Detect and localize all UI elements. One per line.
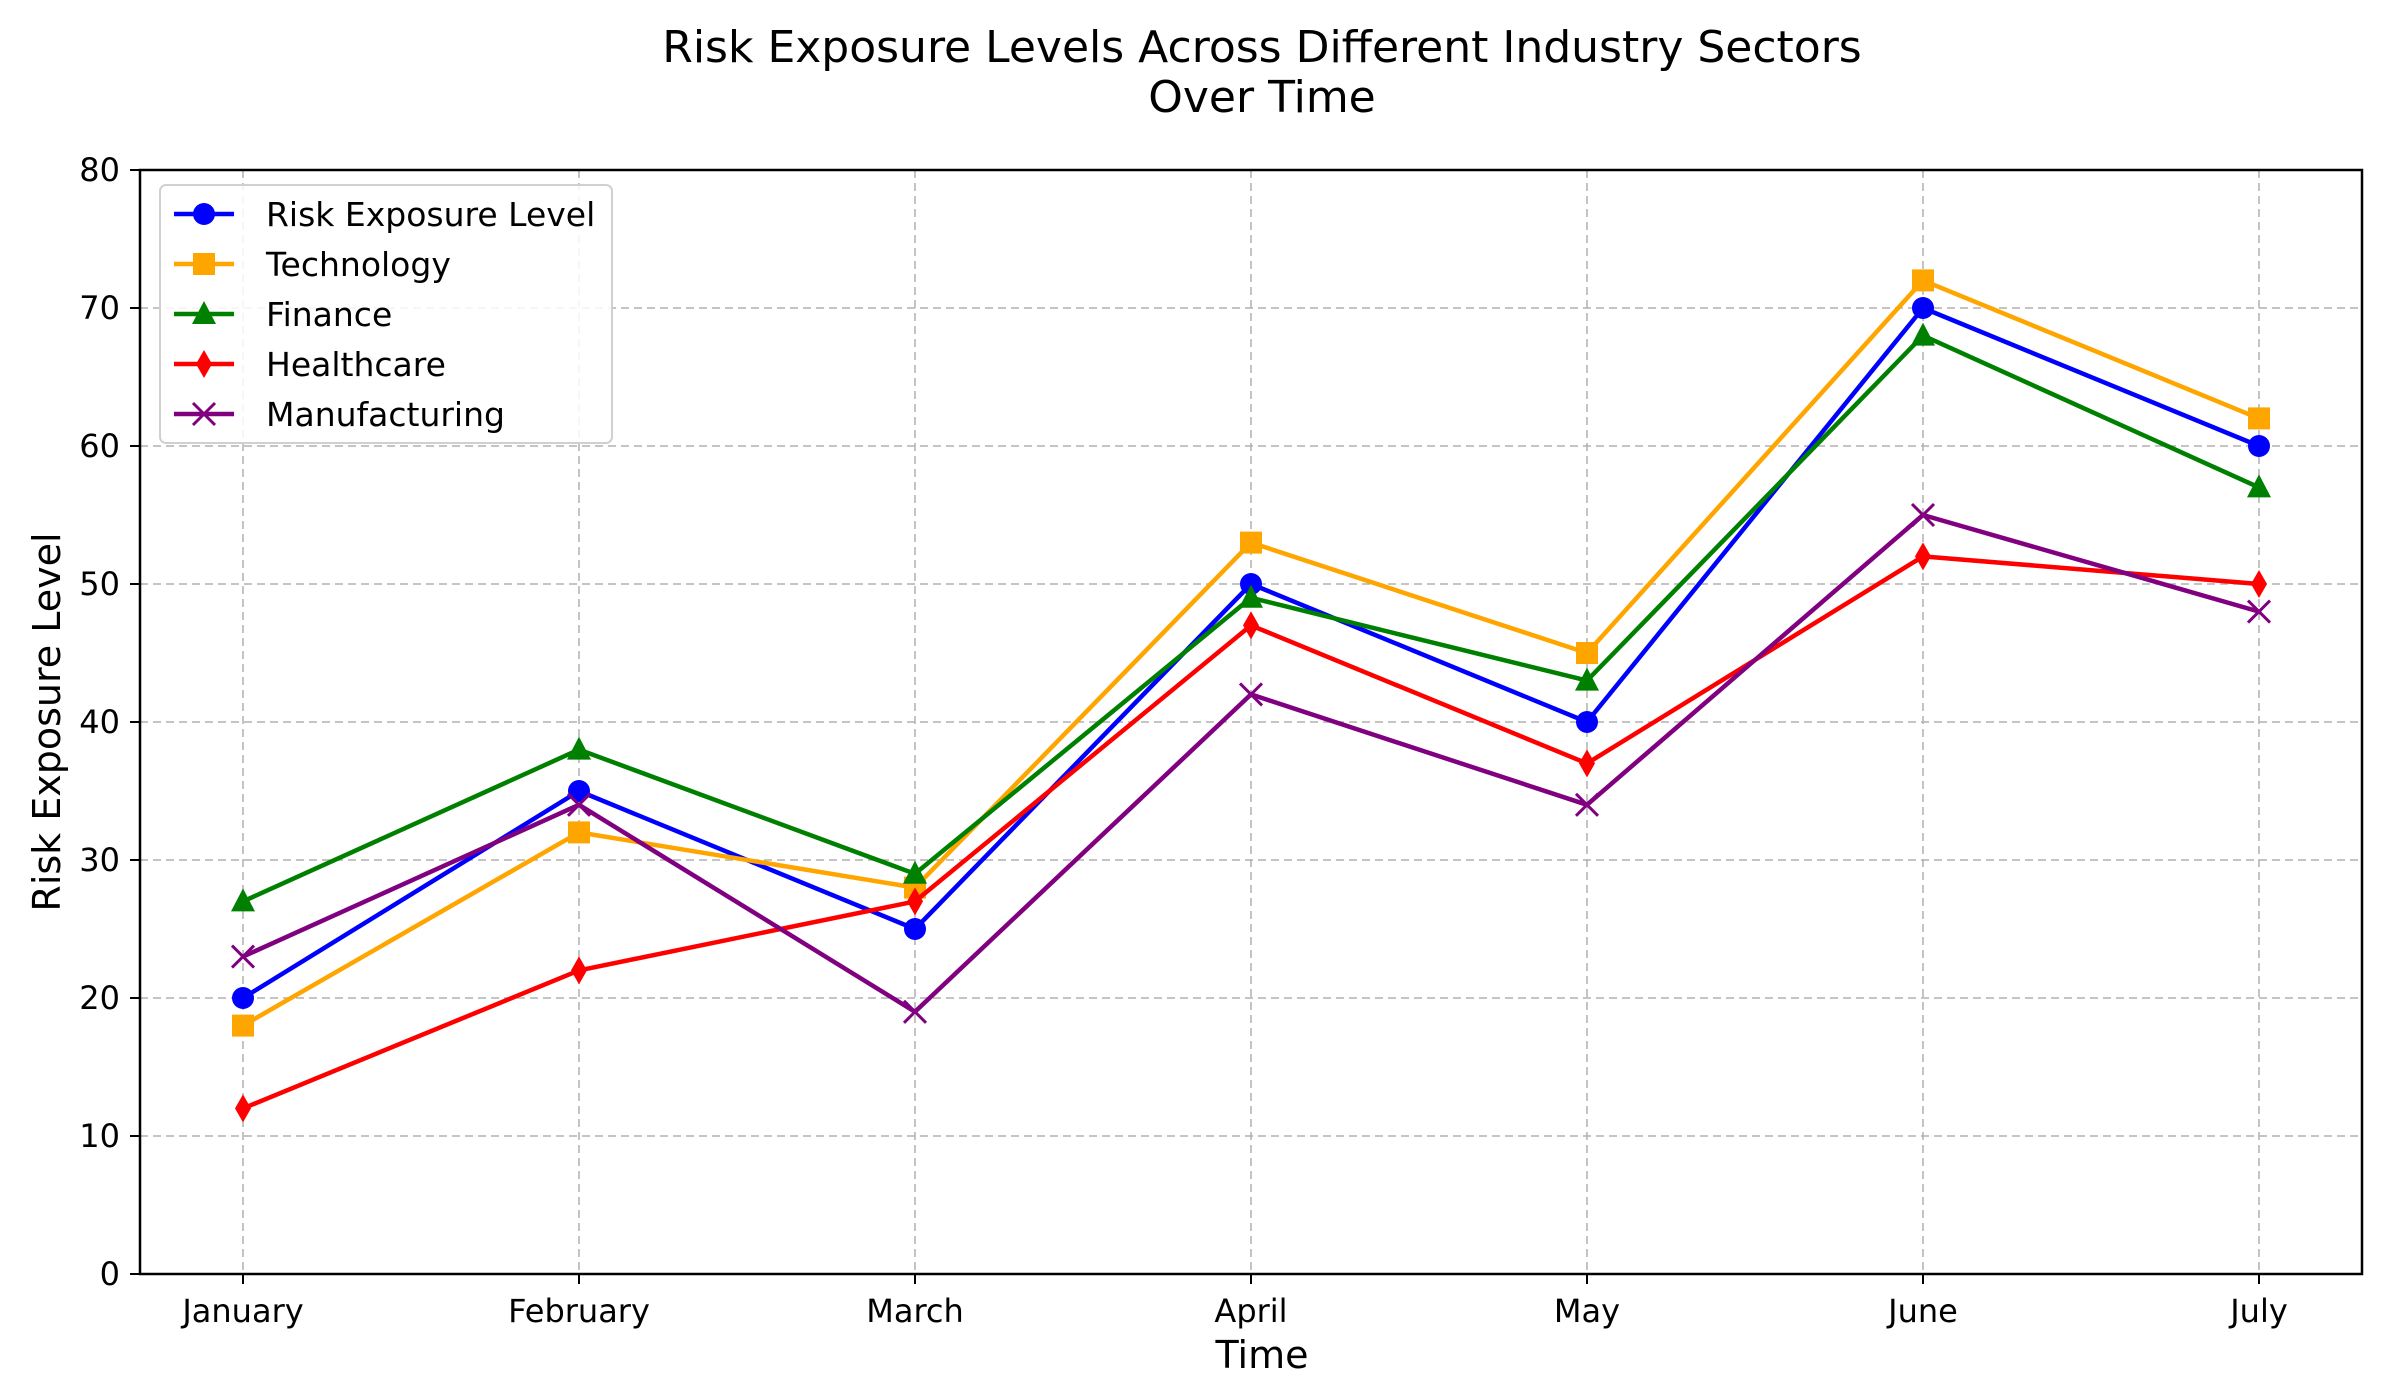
data-point-manufacturing	[566, 792, 592, 817]
data-point-finance	[567, 736, 591, 760]
legend-label-risk-exposure-level: Risk Exposure Level	[266, 195, 595, 234]
y-axis-label: Risk Exposure Level	[25, 532, 69, 911]
legend-marker-manufacturing	[191, 401, 217, 427]
x-tick-label: February	[508, 1292, 650, 1330]
x-axis-label: Time	[1215, 1333, 1309, 1377]
data-point-technology	[2248, 407, 2270, 430]
y-tick-label: 0	[100, 1255, 120, 1293]
legend-item-technology: Technology	[174, 245, 451, 284]
data-point-technology	[568, 821, 590, 844]
legend-label-manufacturing: Manufacturing	[266, 395, 505, 434]
legend-label-healthcare: Healthcare	[266, 345, 446, 384]
series-finance	[231, 322, 2271, 912]
data-point-manufacturing	[1238, 682, 1264, 707]
legend-marker-finance	[192, 301, 216, 324]
axis-ticks: January February March April May June July 0 10 2…	[79, 151, 2287, 1330]
legend-item-manufacturing: Manufacturing	[174, 395, 505, 434]
data-point-technology	[1912, 269, 1934, 292]
data-point-healthcare	[2251, 570, 2267, 598]
legend: Risk Exposure Level Technology Finance Heal…	[159, 184, 613, 444]
data-point-risk-exposure-level	[1240, 573, 1262, 595]
data-point-healthcare	[1579, 749, 1595, 778]
y-tick-label: 30	[79, 841, 120, 879]
data-point-risk-exposure-level	[568, 780, 590, 802]
legend-label-technology: Technology	[265, 245, 451, 284]
data-point-technology	[1240, 531, 1262, 554]
legend-marker-risk-exposure-level	[193, 203, 215, 225]
data-point-technology	[232, 1014, 254, 1037]
series-lines	[230, 269, 2272, 1123]
data-point-finance	[903, 860, 927, 884]
data-point-manufacturing	[1574, 792, 1600, 817]
legend-marker-technology	[193, 253, 215, 275]
data-point-manufacturing	[902, 999, 928, 1024]
data-point-healthcare	[571, 956, 587, 985]
data-point-healthcare	[1243, 611, 1259, 640]
data-point-finance	[1911, 322, 1935, 346]
series-technology	[232, 269, 2270, 1037]
y-tick-label: 50	[79, 565, 120, 603]
data-point-finance	[2247, 474, 2271, 498]
chart-title-line-1: Risk Exposure Levels Across Different In…	[662, 22, 1861, 73]
x-tick-label: January	[180, 1292, 303, 1330]
x-tick-label: June	[1886, 1292, 1958, 1330]
legend-marker-healthcare	[196, 350, 212, 378]
data-point-technology	[1576, 642, 1598, 664]
x-tick-label: March	[866, 1292, 964, 1330]
y-tick-label: 80	[79, 151, 120, 189]
legend-box	[159, 184, 613, 444]
chart-title-line-2: Over Time	[1148, 72, 1376, 123]
data-point-healthcare	[1915, 542, 1931, 571]
series-healthcare	[235, 542, 2267, 1123]
x-tick-label: April	[1214, 1292, 1287, 1330]
data-point-risk-exposure-level	[2248, 435, 2270, 457]
y-tick-label: 60	[79, 427, 120, 465]
series-manufacturing	[230, 502, 2272, 1024]
series-risk-exposure-level	[232, 297, 2270, 1009]
y-tick-label: 10	[79, 1117, 120, 1155]
data-point-finance	[1239, 584, 1263, 608]
data-point-manufacturing	[230, 944, 256, 969]
data-point-risk-exposure-level	[232, 987, 254, 1009]
data-point-risk-exposure-level	[1576, 711, 1598, 733]
legend-item-risk-exposure-level: Risk Exposure Level	[174, 195, 595, 234]
x-tick-label: July	[2228, 1292, 2288, 1330]
y-tick-label: 70	[79, 289, 120, 327]
x-tick-label: May	[1554, 1292, 1620, 1330]
data-point-risk-exposure-level	[904, 918, 926, 940]
y-tick-label: 20	[79, 979, 120, 1017]
data-point-healthcare	[907, 887, 923, 916]
legend-item-finance: Finance	[174, 295, 392, 334]
data-point-finance	[1575, 667, 1599, 691]
legend-label-finance: Finance	[266, 295, 392, 334]
data-point-healthcare	[235, 1094, 251, 1123]
data-point-finance	[231, 888, 255, 912]
legend-item-healthcare: Healthcare	[174, 345, 446, 384]
data-point-manufacturing	[1910, 502, 1936, 528]
y-tick-label: 40	[79, 703, 120, 741]
data-point-manufacturing	[2246, 599, 2272, 624]
data-point-risk-exposure-level	[1912, 297, 1934, 319]
